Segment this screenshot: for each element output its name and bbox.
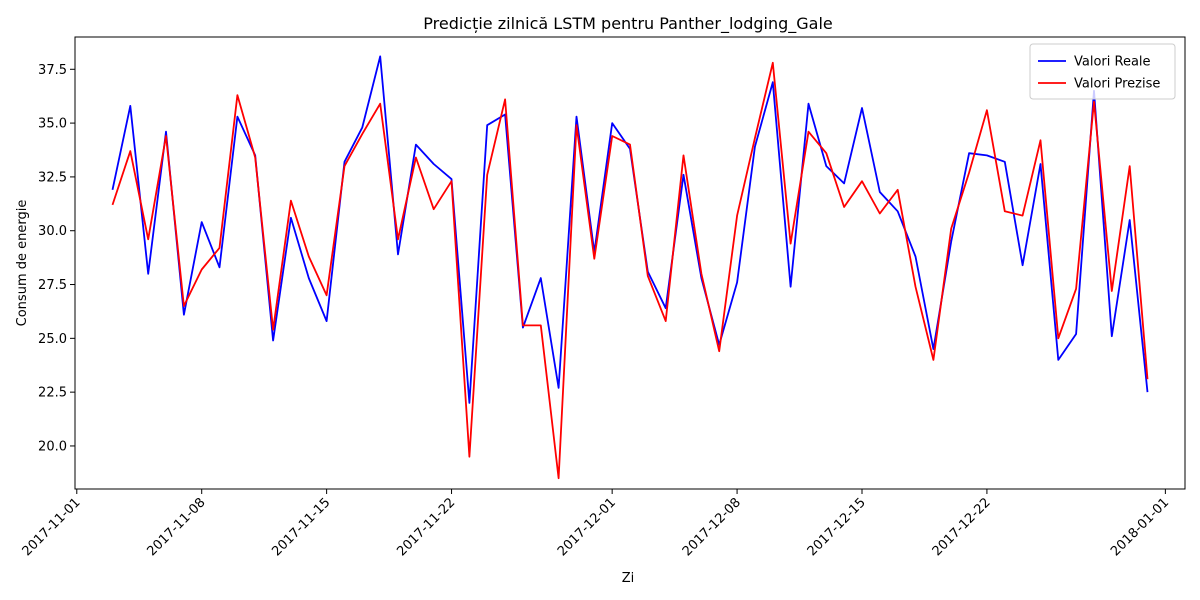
- y-tick-label: 20.0: [38, 439, 67, 454]
- x-axis: 2017-11-01 2017-11-08 2017-11-15 2017-11-22…: [20, 489, 1172, 559]
- x-tick-label: 2017-11-15: [269, 495, 333, 559]
- y-axis: 20.0 22.5 25.0 27.5 30.0 32.5 35.0 37.5: [38, 63, 75, 454]
- y-tick-label: 32.5: [38, 170, 67, 185]
- y-tick-label: 30.0: [38, 224, 67, 239]
- y-axis-label: Consum de energie: [15, 200, 30, 327]
- x-tick-label: 2017-11-22: [394, 495, 458, 559]
- series-layer: [111, 55, 1149, 480]
- x-tick-label: 2018-01-01: [1108, 495, 1172, 559]
- y-tick-label: 27.5: [38, 278, 67, 293]
- plot-frame: [74, 36, 1186, 490]
- y-tick-label: 35.0: [38, 117, 67, 132]
- plot-area: [75, 37, 1185, 489]
- x-axis-label: Zi: [622, 571, 635, 586]
- y-tick-label: 22.5: [38, 386, 67, 401]
- legend: Valori Reale Valori Prezise: [1029, 43, 1176, 100]
- y-tick-label: 37.5: [38, 63, 67, 78]
- x-tick-label: 2017-12-01: [555, 495, 619, 559]
- legend-label: Valori Reale: [1074, 55, 1151, 70]
- x-tick-label: 2017-12-08: [680, 495, 744, 559]
- y-tick-label: 25.0: [38, 332, 67, 347]
- x-tick-label: 2017-11-08: [144, 495, 208, 559]
- legend-label: Valori Prezise: [1074, 77, 1160, 92]
- legend-box: [1029, 43, 1176, 100]
- x-tick-label: 2017-11-01: [20, 495, 84, 559]
- chart-title: Predicție zilnică LSTM pentru Panther_lo…: [423, 14, 833, 34]
- x-tick-label: 2017-12-22: [930, 495, 994, 559]
- series-line-valori-prezise: [111, 61, 1149, 480]
- x-tick-label: 2017-12-15: [805, 495, 869, 559]
